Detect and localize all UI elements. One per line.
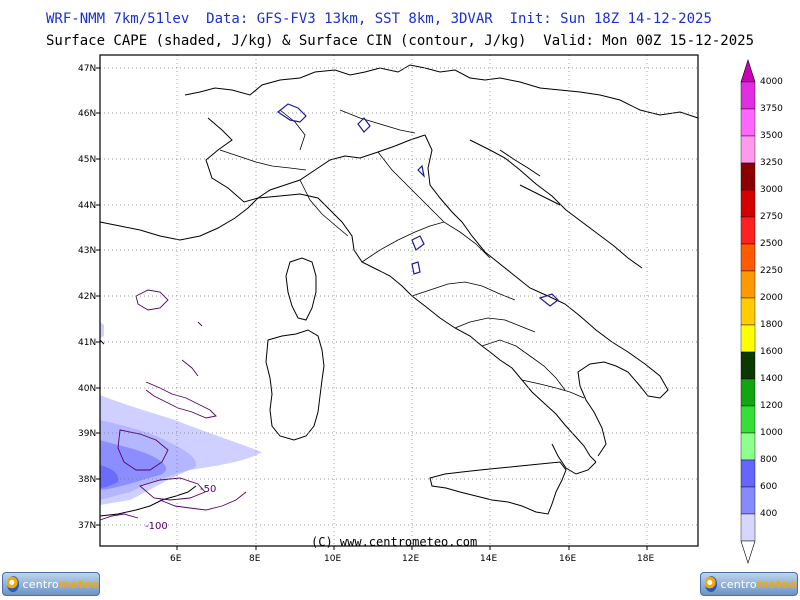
- colorbar-swatch: [740, 108, 756, 137]
- lat-label: 40N: [78, 384, 96, 394]
- lat-label: 47N: [78, 64, 96, 74]
- lat-lon-grid: [100, 55, 698, 546]
- colorbar-swatch: [740, 351, 756, 380]
- colorbar-swatch: [740, 243, 756, 272]
- cin-label: -100: [145, 521, 168, 532]
- lon-label: 16E: [559, 554, 576, 564]
- header-line-2: Surface CAPE (shaded, J/kg) & Surface CI…: [46, 33, 755, 49]
- header-line-1: WRF-NMM 7km/51lev Data: GFS-FV3 13km, SS…: [46, 11, 712, 27]
- colorbar-label: 3500: [760, 131, 783, 141]
- lat-ticks: [96, 67, 100, 526]
- lat-label: 45N: [78, 155, 96, 165]
- centrometeo-logo-left: centrometeo: [2, 572, 100, 596]
- lat-label: 43N: [78, 246, 96, 256]
- cape-colorbar: [740, 59, 756, 564]
- colorbar-swatch: [740, 135, 756, 164]
- colorbar-label: 1800: [760, 320, 783, 330]
- lat-label: 41N: [78, 338, 96, 348]
- lon-label: 18E: [637, 554, 654, 564]
- colorbar-swatch: [740, 189, 756, 218]
- longitude-labels: 6E 8E 10E 12E 14E 16E 18E: [170, 554, 654, 564]
- lat-label: 39N: [78, 429, 96, 439]
- colorbar-label: 600: [760, 482, 778, 492]
- latitude-labels: 47N 46N 45N 44N 43N 42N 41N 40N 39N 38N …: [78, 64, 96, 531]
- colorbar-label: 3000: [760, 185, 783, 195]
- logo-text: centrometeo: [22, 577, 99, 591]
- cape-shading: [100, 322, 262, 505]
- lon-label: 10E: [324, 554, 341, 564]
- colorbar-label: 2750: [760, 212, 783, 222]
- colorbar-swatch: [740, 513, 756, 542]
- lon-label: 8E: [249, 554, 261, 564]
- colorbar-label: 400: [760, 509, 778, 519]
- colorbar-label: 3250: [760, 158, 783, 168]
- colorbar-label: 1200: [760, 401, 783, 411]
- colorbar-label: 2500: [760, 239, 783, 249]
- cin-contours: [99, 289, 247, 521]
- colorbar-swatch: [740, 324, 756, 353]
- colorbar-label: 3750: [760, 104, 783, 114]
- colorbar-label: 800: [760, 455, 778, 465]
- lat-label: 44N: [78, 201, 96, 211]
- colorbar-label: 1400: [760, 374, 783, 384]
- lon-label: 14E: [480, 554, 497, 564]
- logo-swirl-icon: [7, 576, 20, 592]
- map-frame: [99, 54, 699, 547]
- colorbar-top-arrow: [740, 59, 756, 83]
- colorbar-bottom-arrow: [740, 540, 756, 564]
- copyright-text: (C) www.centrometeo.com: [311, 535, 478, 549]
- colorbar-label: 1000: [760, 428, 783, 438]
- colorbar-swatch: [740, 378, 756, 407]
- colorbar-swatch: [740, 486, 756, 515]
- lon-ticks: [176, 546, 648, 550]
- logo-swirl-icon: [705, 576, 718, 592]
- logo-text: centrometeo: [720, 577, 797, 591]
- colorbar-label: 4000: [760, 77, 783, 87]
- lon-label: 6E: [170, 554, 182, 564]
- colorbar-label: 2000: [760, 293, 783, 303]
- cin-label: -50: [200, 484, 216, 495]
- cin-blue-contours: [276, 103, 559, 307]
- colorbar-label: 1600: [760, 347, 783, 357]
- colorbar-swatch: [740, 81, 756, 110]
- colorbar-swatch: [740, 270, 756, 299]
- lon-label: 12E: [402, 554, 419, 564]
- lat-label: 46N: [78, 109, 96, 119]
- colorbar-label: 2250: [760, 266, 783, 276]
- lat-label: 37N: [78, 521, 96, 531]
- colorbar-swatch: [740, 405, 756, 434]
- colorbar-swatch: [740, 459, 756, 488]
- lat-label: 38N: [78, 475, 96, 485]
- lat-label: 42N: [78, 292, 96, 302]
- centrometeo-logo-right: centrometeo: [700, 572, 798, 596]
- colorbar-swatch: [740, 216, 756, 245]
- colorbar-swatch: [740, 432, 756, 461]
- colorbar-swatch: [740, 162, 756, 191]
- colorbar-swatch: [740, 297, 756, 326]
